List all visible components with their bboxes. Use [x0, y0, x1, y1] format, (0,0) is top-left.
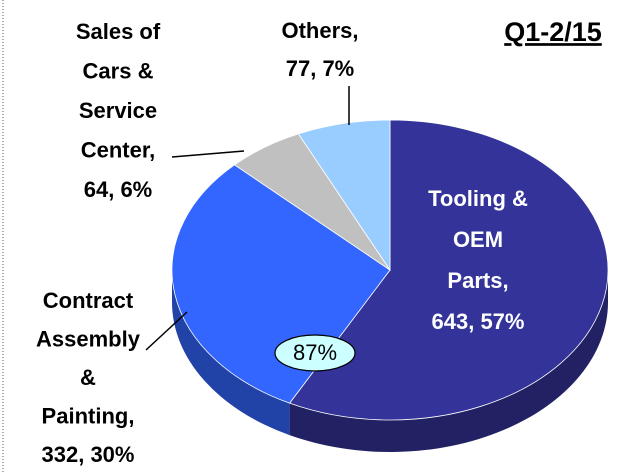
data-label: Center,	[81, 137, 156, 162]
slice	[288, 119, 609, 421]
data-label: 643, 57%	[432, 309, 525, 334]
data-label: Contract	[43, 288, 134, 313]
data-label: 64, 6%	[84, 177, 153, 202]
annotation: 87%	[293, 340, 337, 365]
data-label: Parts,	[447, 268, 508, 293]
data-label: OEM	[453, 227, 503, 252]
data-label: Others,	[281, 18, 358, 43]
slice	[297, 119, 391, 272]
data-label: 332, 30%	[42, 442, 135, 467]
data-label: Assembly	[36, 326, 141, 351]
annotation-bubble	[274, 334, 356, 372]
chart-title: Q1-2/15	[504, 17, 602, 47]
data-label: 77, 7%	[286, 56, 355, 81]
slice-side	[289, 270, 608, 452]
leader-line	[145, 311, 188, 351]
data-label: Service	[79, 98, 157, 123]
data-label: Sales of	[76, 19, 161, 44]
data-label: Tooling &	[428, 186, 528, 211]
data-label: Cars &	[83, 58, 154, 83]
data-label: Painting,	[42, 403, 135, 428]
slice	[171, 164, 391, 404]
slice-side	[172, 270, 290, 436]
leader-line	[171, 150, 245, 158]
data-label: &	[80, 365, 96, 390]
pie	[171, 119, 609, 452]
